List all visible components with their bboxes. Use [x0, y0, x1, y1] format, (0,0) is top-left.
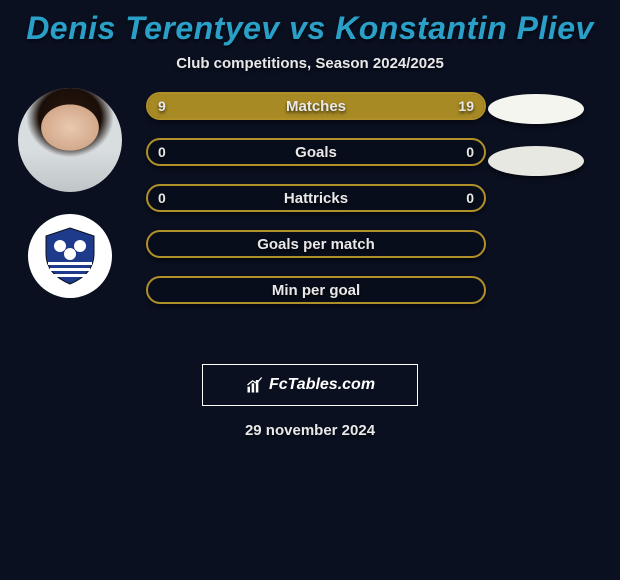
bar-value-right: 0 — [466, 144, 474, 160]
stat-bar: 0 0 Goals — [146, 138, 486, 166]
right-ellipse-2 — [488, 146, 584, 176]
bar-label: Hattricks — [284, 190, 348, 207]
comparison-bars: 9 19 Matches 0 0 Goals 0 0 Hattricks Goals per ma… — [146, 92, 486, 322]
brand-box: FcTables.com — [202, 364, 418, 406]
bar-label: Goals — [295, 144, 337, 161]
left-column — [10, 92, 140, 298]
bar-label: Matches — [286, 98, 346, 115]
bar-value-left: 9 — [158, 98, 166, 114]
page-subtitle: Club competitions, Season 2024/2025 — [10, 55, 610, 72]
club-badge — [28, 214, 112, 298]
bar-value-left: 0 — [158, 144, 166, 160]
bar-value-right: 0 — [466, 190, 474, 206]
bar-label: Goals per match — [257, 236, 375, 253]
avatar-face — [18, 88, 122, 192]
chart-icon — [245, 375, 265, 395]
brand-text: FcTables.com — [269, 376, 375, 394]
page-title: Denis Terentyev vs Konstantin Pliev — [10, 10, 610, 47]
stat-bar: Goals per match — [146, 230, 486, 258]
stat-bar: 9 19 Matches — [146, 92, 486, 120]
stat-bar: 0 0 Hattricks — [146, 184, 486, 212]
right-column — [482, 92, 602, 176]
bar-label: Min per goal — [272, 282, 360, 299]
comparison-content: 9 19 Matches 0 0 Goals 0 0 Hattricks Goals per ma… — [10, 92, 610, 352]
stat-bar: Min per goal — [146, 276, 486, 304]
bar-value-right: 19 — [458, 98, 474, 114]
date-text: 29 november 2024 — [10, 422, 610, 439]
club-shield-icon — [38, 224, 102, 288]
right-ellipse-1 — [488, 94, 584, 124]
player-avatar — [18, 88, 122, 192]
bar-value-left: 0 — [158, 190, 166, 206]
